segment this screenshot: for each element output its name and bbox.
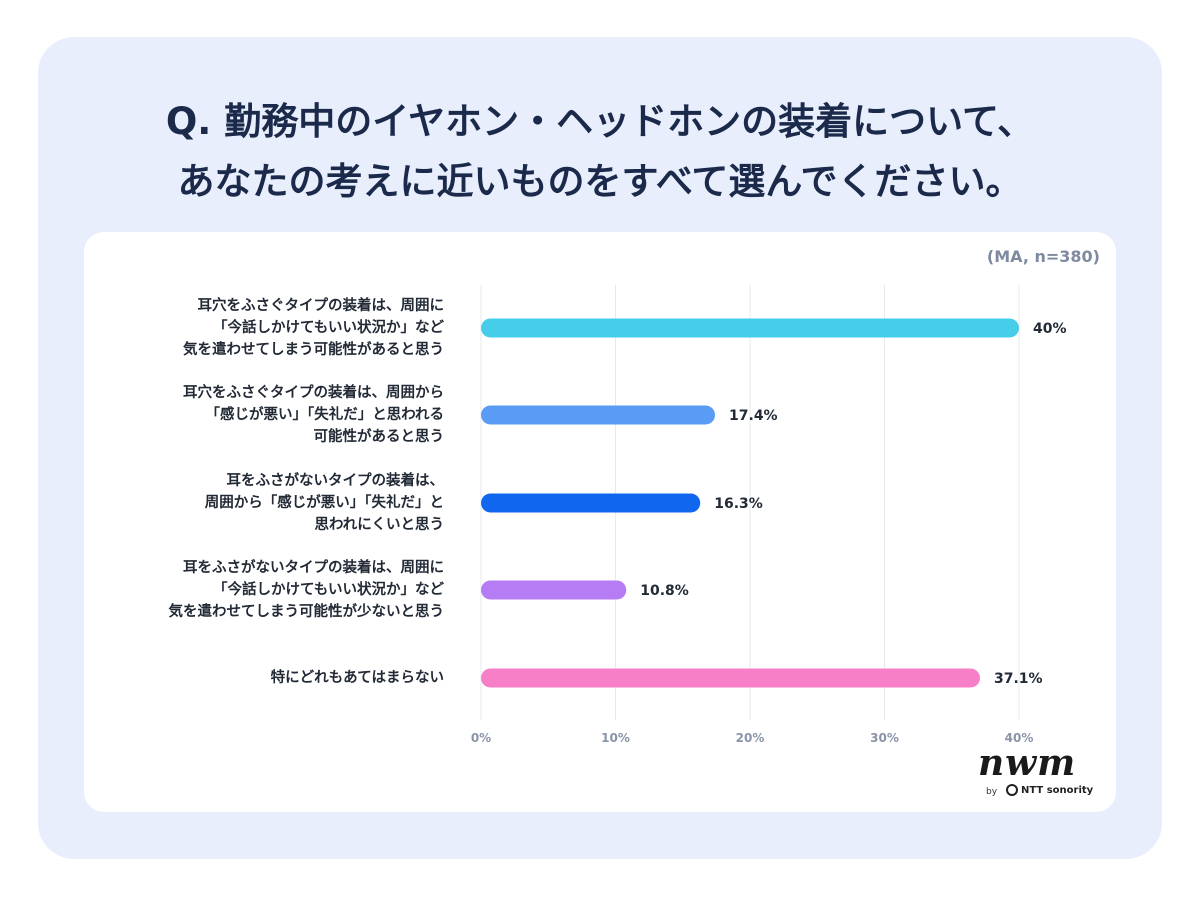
value-label-5: 37.1% (994, 671, 1043, 687)
x-tick-label: 10% (601, 731, 630, 745)
brand-logo: nwm by NTT sonority (972, 742, 1102, 802)
x-tick-label: 20% (736, 731, 765, 745)
value-label-1: 40% (1033, 321, 1067, 337)
x-tick-label: 0% (471, 731, 491, 745)
category-label-line: 特にどれもあてはまらない (270, 670, 444, 686)
value-label-2: 17.4% (729, 408, 778, 424)
value-label-4: 10.8% (640, 583, 689, 599)
chart-title: Q. 勤務中のイヤホン・ヘッドホンの装着について、 あなたの考えに近いものをすべ… (0, 92, 1200, 212)
category-label-line: 思われにくいと思う (314, 517, 444, 533)
category-label-3: 耳をふさがないタイプの装着は、周囲から「感じが悪い」「失礼だ」と思われにくいと思… (84, 470, 444, 536)
category-label-line: 耳穴をふさぐタイプの装着は、周囲から (183, 385, 444, 401)
title-line-2: あなたの考えに近いものをすべて選んでください。 (177, 160, 1023, 203)
category-label-2: 耳穴をふさぐタイプの装着は、周囲から「感じが悪い」「失礼だ」と思われる可能性があ… (84, 382, 444, 448)
category-label-line: 耳穴をふさぐタイプの装着は、周囲に (197, 298, 445, 314)
bar-4 (481, 580, 627, 600)
category-label-1: 耳穴をふさぐタイプの装着は、周囲に「今話しかけてもいい状況か」など気を遣わせてし… (84, 295, 444, 361)
logo-brand-text: NTT sonority (1021, 784, 1094, 796)
category-label-line: 耳をふさがないタイプの装着は、周囲に (183, 560, 444, 576)
category-label-line: 気を遣わせてしまう可能性が少ないと思う (168, 604, 445, 620)
category-label-line: 可能性があると思う (313, 429, 445, 445)
bar-5 (481, 668, 980, 688)
category-label-line: 「今話しかけてもいい状況か」など (213, 582, 444, 598)
x-tick-label: 30% (870, 731, 899, 745)
category-label-line: 「感じが悪い」「失礼だ」と思われる (205, 407, 444, 423)
category-label-line: 周囲から「感じが悪い」「失礼だ」と (204, 495, 444, 511)
value-label-3: 16.3% (714, 496, 763, 512)
bar-3 (481, 493, 701, 513)
category-label-line: 耳をふさがないタイプの装着は、 (226, 473, 445, 489)
logo-brand-group: NTT sonority (1006, 784, 1093, 796)
ntt-circle-icon (1006, 784, 1018, 796)
bar-1 (481, 318, 1019, 338)
category-label-line: 気を遣わせてしまう可能性があると思う (183, 342, 444, 358)
x-tick-label: 40% (1005, 731, 1034, 745)
category-label-5: 特にどれもあてはまらない (84, 667, 444, 689)
logo-wordmark: nwm (978, 742, 1077, 784)
category-label-4: 耳をふさがないタイプの装着は、周囲に「今話しかけてもいい状況か」など気を遣わせて… (84, 557, 445, 623)
title-line-1: Q. 勤務中のイヤホン・ヘッドホンの装着について、 (165, 100, 1035, 143)
logo-by-text: by (986, 787, 998, 797)
sample-note: (MA, n=380) (986, 247, 1100, 266)
category-label-line: 「今話しかけてもいい状況か」など (213, 320, 444, 336)
bar-2 (481, 405, 716, 425)
